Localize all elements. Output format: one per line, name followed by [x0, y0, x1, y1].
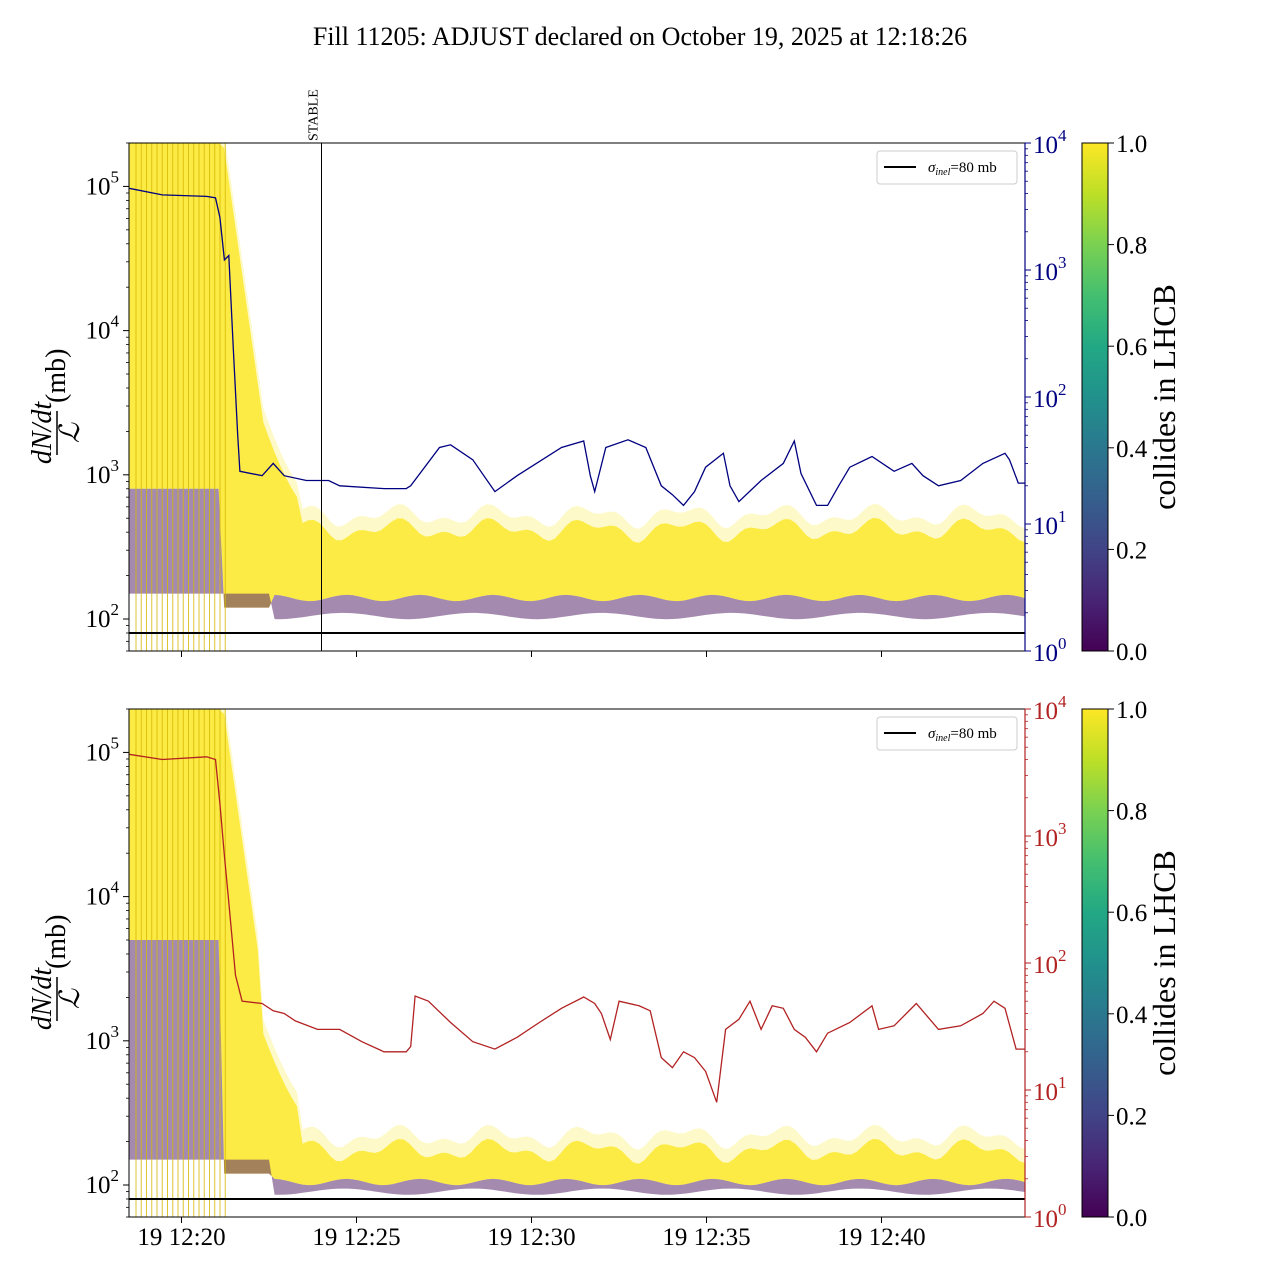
left-tick-label: 103: [86, 1022, 120, 1055]
right-tick-label: 101: [1033, 507, 1067, 540]
colorbar-tick-label: 0.4: [1116, 436, 1148, 463]
top-ylabel-num: dN/dt: [27, 401, 58, 464]
bottom-axes: 102 103 104 105 100 101 102 103 104 19 12:20 19 12…: [86, 692, 1068, 1251]
top-ylabel-unit: (mb): [41, 349, 72, 403]
right-tick-label: 100: [1033, 1200, 1067, 1233]
top-y-axis-label: dN/dt ℒ (mb): [27, 349, 86, 465]
top-legend-box: [876, 150, 1018, 185]
colorbar-tick-label: 0.0: [1116, 1205, 1147, 1232]
top-axes: STABLE 102 103 104 105 100 101 102 103 104: [86, 89, 1068, 667]
bottom-colorbar-ticks: 0.0 0.2 0.4 0.6 0.8 1.0: [1108, 697, 1148, 1232]
colorbar-tick-label: 0.8: [1116, 799, 1147, 826]
bottom-ylabel-den: ℒ: [55, 988, 86, 1009]
colorbar-tick-label: 1.0: [1116, 131, 1147, 158]
bottom-colorbar: 0.0 0.2 0.4 0.6 0.8 1.0 collides in LHCB: [1081, 697, 1182, 1232]
top-colorbar-ticks: 0.0 0.2 0.4 0.6 0.8 1.0: [1108, 131, 1148, 666]
x-tick-label: 19 12:30: [487, 1224, 575, 1251]
bottom-colorbar-label: collides in LHCB: [1146, 850, 1182, 1076]
x-tick-label: 19 12:40: [837, 1224, 925, 1251]
top-legend: σinel=80 mb: [876, 150, 1018, 185]
bottom-chart-marks: [129, 753, 1025, 1200]
left-tick-label: 103: [86, 456, 120, 489]
colorbar-tick-label: 0.2: [1116, 1103, 1147, 1130]
colorbar-tick-label: 1.0: [1116, 697, 1147, 724]
x-tick-label: 19 12:20: [137, 1224, 225, 1251]
left-tick-label: 102: [86, 600, 120, 633]
colorbar-tick-label: 0.2: [1116, 537, 1147, 564]
top-legend-label: σinel=80 mb: [928, 160, 997, 178]
collider-band: [129, 709, 1025, 1186]
right-tick-label: 104: [1033, 692, 1067, 725]
left-tick-label: 102: [86, 1166, 120, 1199]
right-tick-label: 103: [1033, 253, 1067, 286]
top-panel: STABLE 102 103 104 105 100 101 102 103 104 σinel=…: [27, 89, 1067, 667]
bottom-legend: σinel=80 mb: [876, 716, 1018, 751]
colorbar-tick-label: 0.6: [1116, 900, 1147, 927]
colorbar-tick-label: 0.6: [1116, 334, 1147, 361]
non-collider-band: [129, 940, 1025, 1195]
right-tick-label: 100: [1033, 634, 1067, 667]
stable-marker-label: STABLE: [307, 89, 322, 141]
x-tick-label: 19 12:25: [312, 1224, 400, 1251]
bottom-legend-box: [876, 716, 1018, 751]
top-ylabel-den: ℒ: [55, 422, 86, 443]
left-tick-label: 104: [86, 312, 120, 345]
bottom-panel: 102 103 104 105 100 101 102 103 104 19 12:20 19 12…: [27, 692, 1067, 1251]
bottom-ylabel-num: dN/dt: [27, 967, 58, 1030]
x-tick-label: 19 12:35: [662, 1224, 750, 1251]
chart-title: Fill 11205: ADJUST declared on October 1…: [313, 22, 967, 51]
top-chart-marks: [129, 143, 1025, 651]
colorbar-tick-label: 0.4: [1116, 1002, 1148, 1029]
top-colorbar-gradient: [1081, 142, 1109, 652]
bottom-ylabel-unit: (mb): [41, 915, 72, 969]
left-tick-label: 105: [86, 733, 120, 766]
right-axis-series-line: [129, 187, 1025, 507]
bottom-colorbar-gradient: [1081, 708, 1109, 1218]
top-colorbar: 0.0 0.2 0.4 0.6 0.8 1.0 collides in LHCB: [1081, 131, 1182, 666]
top-rate-bands: [129, 143, 1025, 651]
right-axis-series-line: [129, 753, 1025, 1103]
left-tick-label: 105: [86, 167, 120, 200]
collider-band: [129, 143, 1025, 608]
bottom-rate-bands: [129, 709, 1025, 1217]
colorbar-tick-label: 0.8: [1116, 233, 1147, 260]
right-tick-label: 101: [1033, 1073, 1067, 1106]
right-tick-label: 104: [1033, 126, 1067, 159]
top-colorbar-label: collides in LHCB: [1146, 284, 1182, 510]
right-tick-label: 103: [1033, 819, 1067, 852]
non-collider-band: [129, 488, 1025, 620]
right-tick-label: 102: [1033, 380, 1067, 413]
bottom-legend-label: σinel=80 mb: [928, 726, 997, 744]
colorbar-tick-label: 0.0: [1116, 639, 1147, 666]
bottom-y-axis-label: dN/dt ℒ (mb): [27, 915, 86, 1031]
right-tick-label: 102: [1033, 946, 1067, 979]
left-tick-label: 104: [86, 878, 120, 911]
